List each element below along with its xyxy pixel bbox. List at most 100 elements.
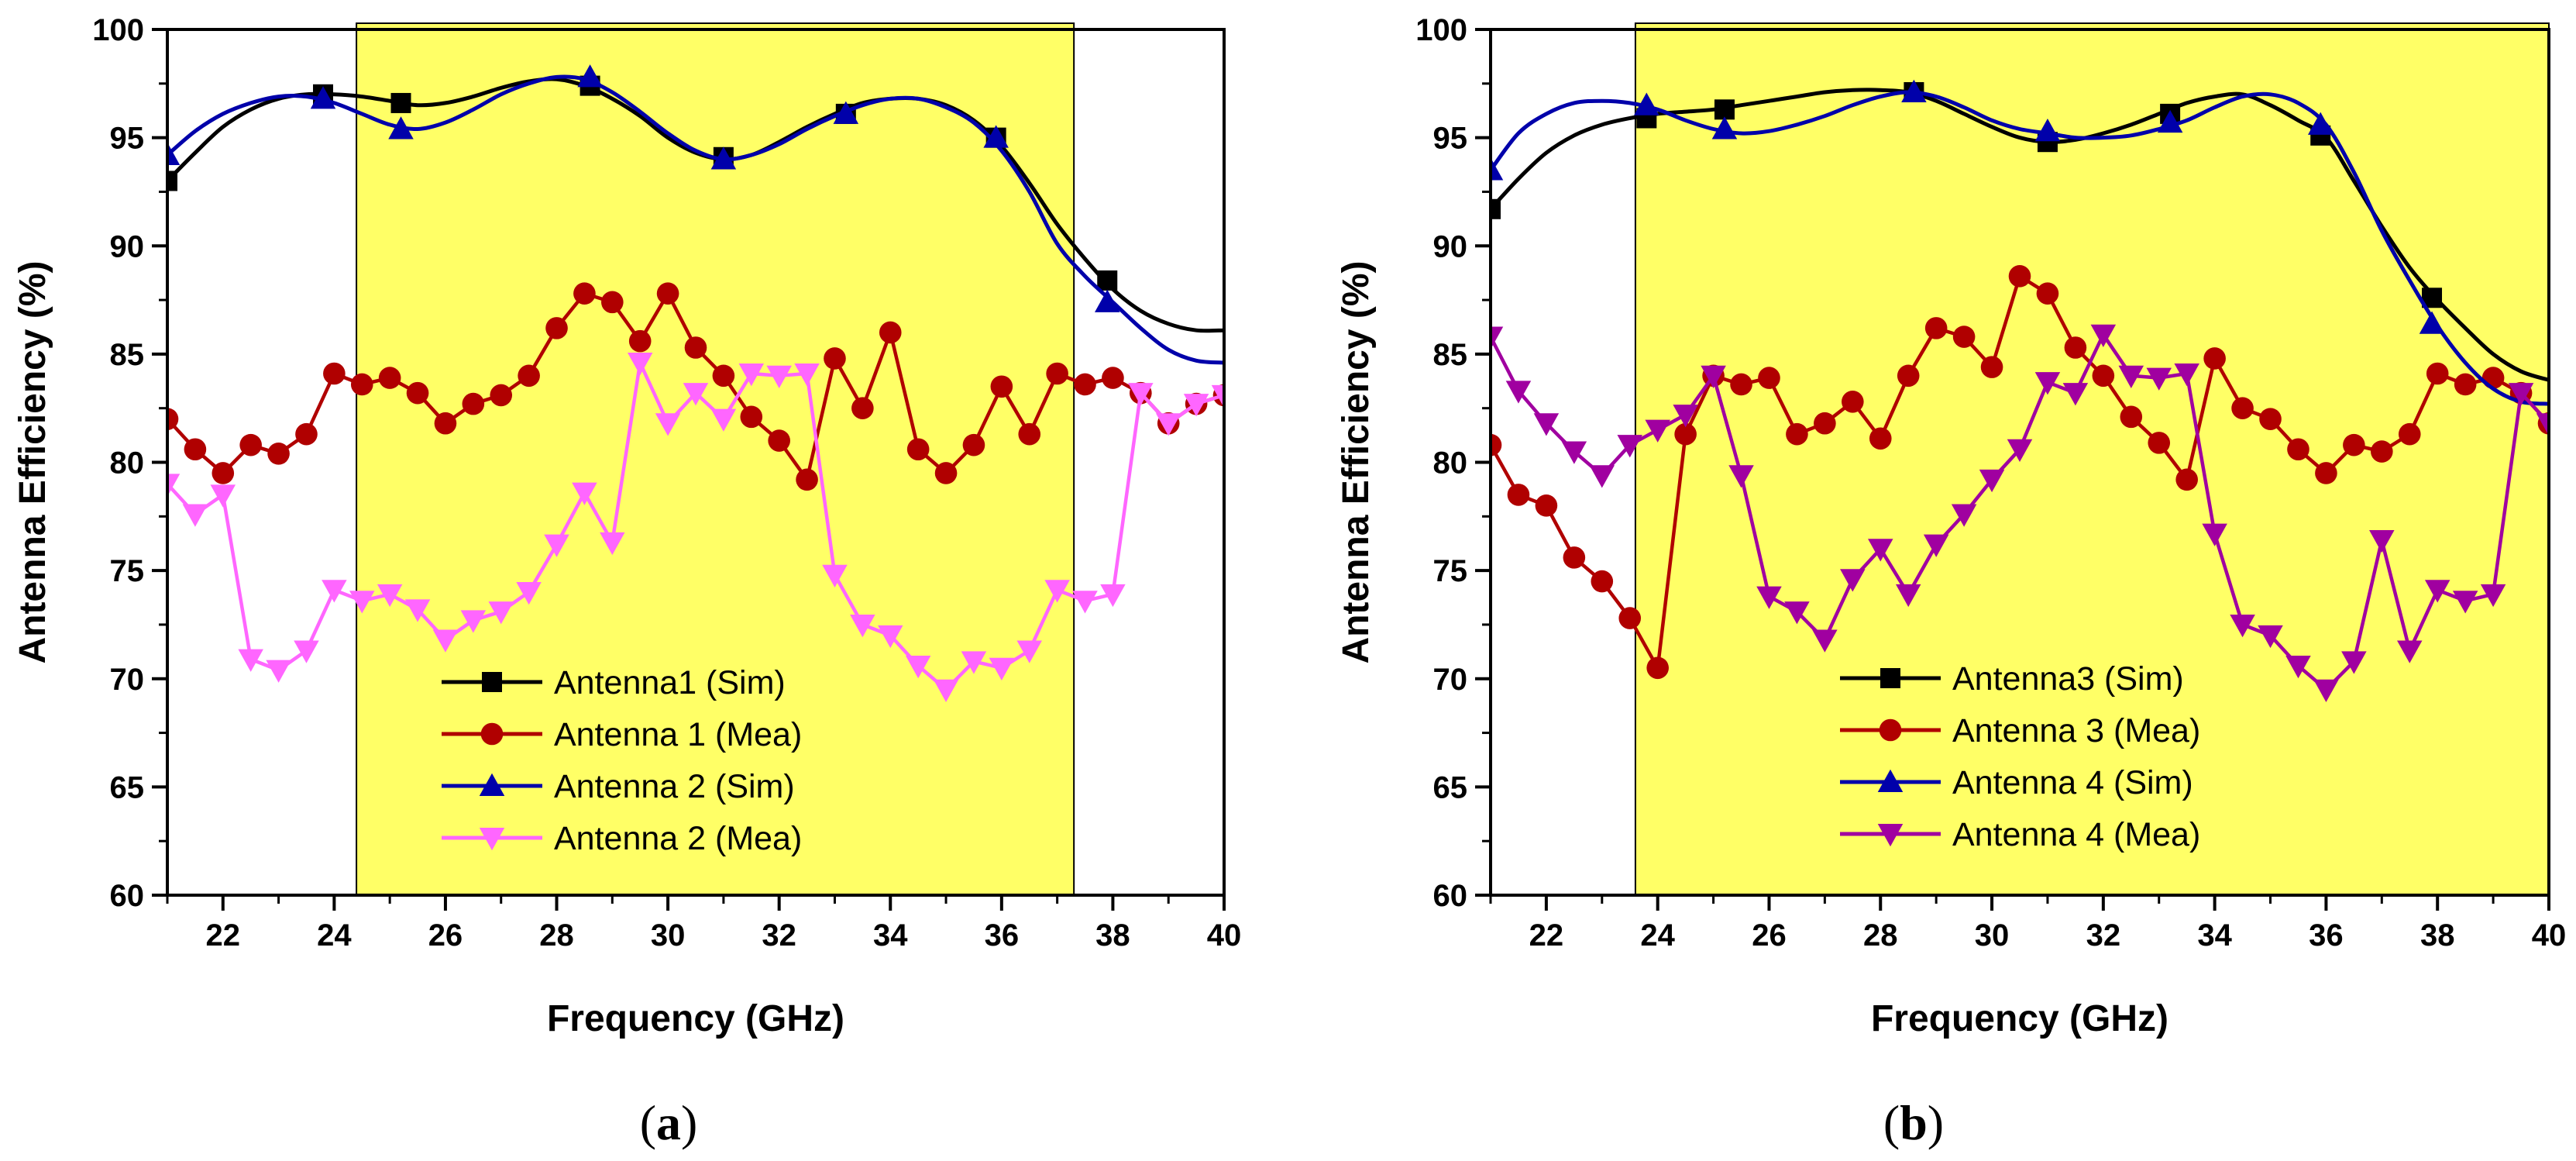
- data-point-marker: [2258, 625, 2283, 649]
- y-tick-label: 95: [1433, 122, 1468, 156]
- data-point-marker: [2034, 118, 2061, 142]
- legend-entry: Antenna 1 (Mea): [442, 716, 802, 753]
- data-point-marker: [1901, 79, 1927, 102]
- x-tick-label: 30: [1975, 918, 2010, 953]
- data-point-marker: [2007, 439, 2033, 462]
- data-point-marker: [850, 614, 875, 638]
- y-tick-label: 75: [1433, 554, 1468, 588]
- legend-marker: [1877, 769, 1904, 792]
- x-tick-label: 24: [317, 918, 352, 953]
- data-point-marker: [1758, 367, 1780, 389]
- data-point-marker: [404, 599, 431, 622]
- data-point-marker: [1561, 441, 1587, 464]
- data-point-marker: [2008, 265, 2031, 288]
- data-point-marker: [1533, 413, 1560, 436]
- data-point-marker: [710, 146, 737, 170]
- data-point-marker: [2307, 112, 2334, 135]
- data-point-marker: [1617, 435, 1642, 458]
- data-point-marker: [377, 584, 403, 608]
- data-point-marker: [572, 482, 597, 505]
- data-point-marker: [2175, 468, 2198, 491]
- legend-marker: [480, 722, 504, 746]
- data-point-marker: [833, 101, 859, 124]
- x-tick-label: 40: [1207, 918, 1242, 953]
- data-point-marker: [390, 92, 411, 113]
- data-point-marker: [1046, 362, 1068, 385]
- data-point-marker: [962, 433, 985, 456]
- data-point-marker: [878, 625, 903, 649]
- data-point-marker: [212, 462, 235, 484]
- series-group: [1491, 79, 2549, 702]
- legend-marker: [1877, 824, 1904, 847]
- data-point-marker: [2231, 397, 2254, 419]
- data-point-marker: [1094, 289, 1120, 312]
- data-point-marker: [796, 468, 818, 491]
- data-point-marker: [2259, 408, 2282, 430]
- y-tick-label: 100: [1415, 13, 1467, 47]
- series-antenna-3-mea: [1491, 265, 2549, 680]
- series-antenna-2-sim: [167, 64, 1224, 365]
- data-point-marker: [2424, 580, 2450, 603]
- legend-label: Antenna1 (Sim): [554, 664, 786, 701]
- data-point-marker: [1730, 373, 1752, 396]
- data-point-marker: [766, 365, 792, 389]
- data-point-marker: [1044, 580, 1070, 603]
- data-point-marker: [740, 405, 763, 429]
- data-point-marker: [1714, 99, 1735, 120]
- data-point-marker: [1074, 373, 1096, 396]
- data-point-marker: [2426, 362, 2449, 385]
- x-tick-label: 30: [651, 918, 686, 953]
- data-point-marker: [1952, 326, 1976, 348]
- data-point-marker: [573, 282, 596, 305]
- data-point-marker: [2287, 438, 2309, 461]
- data-point-marker: [1507, 484, 1530, 506]
- x-tick-label: 36: [2309, 918, 2344, 953]
- data-point-marker: [1674, 422, 1697, 446]
- y-tick-label: 75: [110, 554, 145, 588]
- data-point-marker: [1924, 317, 1948, 339]
- data-point-marker: [1786, 422, 1808, 446]
- data-point-marker: [1868, 539, 1893, 562]
- x-tick-label: 28: [539, 918, 574, 953]
- data-point-marker: [983, 125, 1009, 148]
- data-point-marker: [167, 142, 181, 165]
- data-point-marker: [1097, 270, 1118, 291]
- data-point-marker: [851, 397, 874, 419]
- data-point-marker: [879, 321, 902, 344]
- x-tick-label: 34: [873, 918, 908, 953]
- series-antenna-1-mea: [167, 282, 1224, 491]
- series-antenna-2-mea: [167, 353, 1224, 702]
- y-tick-label: 100: [92, 13, 144, 47]
- x-tick-label: 38: [2420, 918, 2455, 953]
- legend-label: Antenna3 (Sim): [1952, 660, 2184, 698]
- data-point-marker: [238, 649, 263, 672]
- data-point-marker: [683, 383, 709, 406]
- data-point-marker: [210, 484, 236, 508]
- x-tick-label: 26: [428, 918, 463, 953]
- data-point-marker: [1016, 640, 1042, 663]
- legend-entry: Antenna 2 (Mea): [442, 820, 802, 857]
- data-point-marker: [1491, 326, 1504, 350]
- legend-marker: [482, 672, 502, 692]
- data-point-marker: [684, 336, 707, 359]
- data-point-marker: [2454, 373, 2477, 396]
- data-point-marker: [1814, 412, 1836, 435]
- data-point-marker: [628, 329, 652, 353]
- data-point-marker: [2120, 405, 2143, 429]
- data-point-marker: [601, 291, 624, 314]
- data-point-marker: [1155, 413, 1181, 436]
- data-point-marker: [2397, 640, 2423, 663]
- data-point-marker: [545, 317, 568, 339]
- data-point-marker: [460, 610, 487, 633]
- data-point-marker: [310, 86, 336, 109]
- data-point-marker: [1812, 629, 1838, 653]
- data-point-marker: [1618, 607, 1642, 629]
- legend: Antenna3 (Sim) Antenna 3 (Mea) Antenna 4 (…: [1840, 660, 2200, 853]
- legend-entry: Antenna1 (Sim): [442, 664, 786, 701]
- data-point-marker: [1895, 584, 1921, 608]
- legend-label: Antenna 4 (Sim): [1952, 764, 2193, 801]
- legend-entry: Antenna3 (Sim): [1840, 660, 2184, 698]
- data-point-marker: [2174, 363, 2199, 387]
- data-point-marker: [1491, 157, 1504, 181]
- data-point-marker: [577, 64, 603, 88]
